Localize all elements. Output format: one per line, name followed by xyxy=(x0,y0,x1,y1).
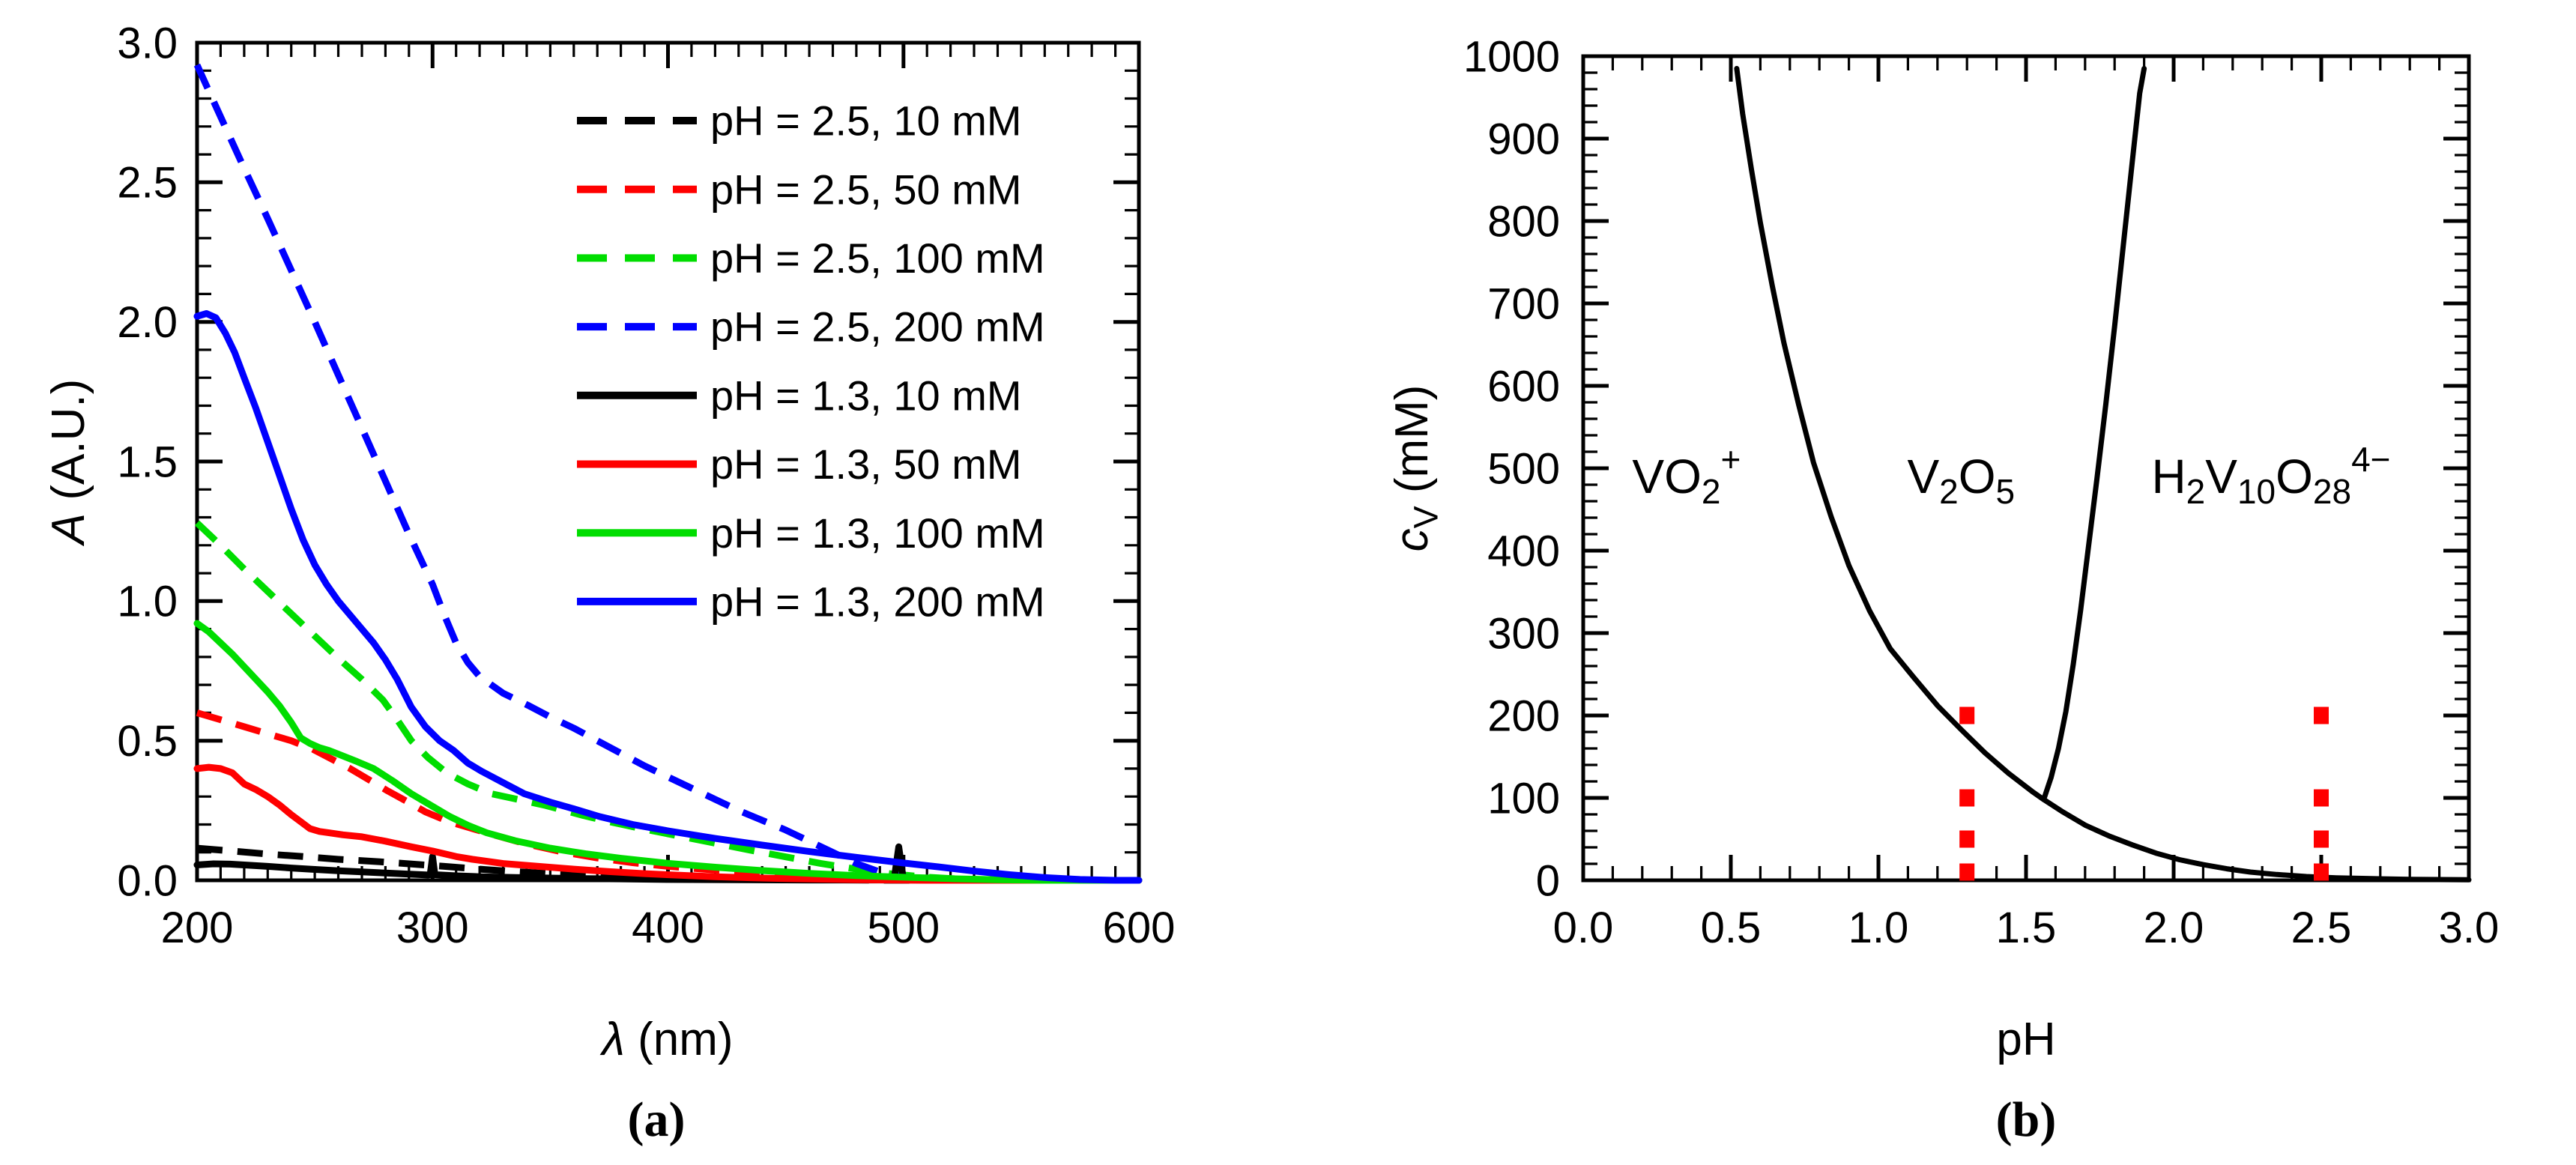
y-tick-label: 2.0 xyxy=(117,298,178,347)
x-tick-label: 0.5 xyxy=(1701,904,1762,952)
curve-ph-2.5-10-mm xyxy=(196,844,1139,884)
panel-a: 200 300 400 500 600 0.0 0.5 1.0 1.5 2.0 2.5 3.0 pH =… xyxy=(43,19,1175,1147)
x-tick-label: 1.0 xyxy=(1848,904,1909,952)
y-tick-label: 800 xyxy=(1487,197,1560,246)
panel-b: 0.0 0.5 1.0 1.5 2.0 2.5 3.0 0 100 200 300 400 500 600… xyxy=(1386,32,2499,1147)
region-label-vo2+: VO2+ xyxy=(1632,440,1741,511)
y-tick-label: 200 xyxy=(1487,692,1560,740)
x-tick-label: 2.0 xyxy=(2144,904,2204,952)
plot-frame-b xyxy=(1581,54,2471,883)
x-tick-label: 2.5 xyxy=(2291,904,2352,952)
legend-label-1: pH = 2.5, 50 mM xyxy=(710,166,1022,213)
legend: pH = 2.5, 10 mM pH = 2.5, 50 mM pH = 2.5, … xyxy=(577,97,1045,626)
y-tick-label: 3.0 xyxy=(117,19,178,67)
y-tick-label: 0.0 xyxy=(117,856,178,905)
y-tick-label: 500 xyxy=(1487,444,1560,493)
legend-label-3: pH = 2.5, 200 mM xyxy=(710,303,1045,351)
x-tick-label: 3.0 xyxy=(2439,904,2500,952)
y-tick-label: 700 xyxy=(1487,279,1560,328)
x-tick-label: 0.0 xyxy=(1553,904,1614,952)
y-tick-label: 1000 xyxy=(1463,32,1560,81)
y-tick-label: 2.5 xyxy=(117,159,178,208)
x-tick-label: 200 xyxy=(161,904,234,952)
sample-marker-ph1.3-10mM xyxy=(1959,863,1975,881)
y-axis-title-b: cV (mM) xyxy=(1386,385,1445,552)
x-tick-label: 300 xyxy=(396,904,469,952)
y-tick-label: 900 xyxy=(1487,115,1560,163)
sample-marker-ph2.5-10mM xyxy=(2314,863,2329,881)
y-tick-label: 1.0 xyxy=(117,578,178,626)
y-tick-label: 100 xyxy=(1487,774,1560,823)
x-tick-label: 500 xyxy=(867,904,940,952)
y-tick-label: 0 xyxy=(1536,856,1560,905)
region-label-v2o5: V2O5 xyxy=(1907,450,2015,511)
curve-boundary-v2o5-h2v10o28 xyxy=(2041,66,2147,802)
sample-marker-ph1.3-50mM xyxy=(1959,830,1975,848)
curve-ph-2.5-100-mm xyxy=(194,520,1139,884)
y-tick-label: 600 xyxy=(1487,362,1560,411)
legend-label-7: pH = 1.3, 200 mM xyxy=(710,578,1045,626)
panel-caption-a: (a) xyxy=(628,1092,686,1147)
y-tick-label: 400 xyxy=(1487,527,1560,575)
legend-label-5: pH = 1.3, 50 mM xyxy=(710,441,1022,488)
x-tick-label: 400 xyxy=(632,904,704,952)
x-tick-label: 1.5 xyxy=(1996,904,2057,952)
sample-marker-ph1.3-100mM xyxy=(1959,789,1975,807)
sample-marker-ph2.5-50mM xyxy=(2314,830,2329,848)
legend-label-6: pH = 1.3, 100 mM xyxy=(710,509,1045,557)
y-axis-title-a: A (A.U.) xyxy=(43,379,94,547)
y-tick-label: 300 xyxy=(1487,609,1560,658)
x-axis-title-b: pH xyxy=(1996,1014,2055,1065)
y-tick-label: 0.5 xyxy=(117,717,178,766)
sample-marker-ph2.5-200mM xyxy=(2314,706,2329,724)
x-axis-title-a: λ (nm) xyxy=(599,1014,733,1065)
x-tick-label: 600 xyxy=(1103,904,1176,952)
sample-marker-ph1.3-200mM xyxy=(1959,706,1975,724)
panel-caption-b: (b) xyxy=(1996,1092,2057,1147)
legend-label-2: pH = 2.5, 100 mM xyxy=(710,234,1045,282)
sample-marker-ph2.5-100mM xyxy=(2314,789,2329,807)
legend-label-4: pH = 1.3, 10 mM xyxy=(710,372,1022,419)
curve-ph-1.3-200-mm xyxy=(193,310,1143,884)
region-label-h2v10o28-4-: H2V10O284− xyxy=(2151,440,2390,511)
y-tick-label: 1.5 xyxy=(117,438,178,486)
curve-ph-1.3-100-mm xyxy=(193,620,1143,884)
curve-ph-1.3-50-mm xyxy=(193,763,1143,884)
legend-label-0: pH = 2.5, 10 mM xyxy=(710,97,1022,145)
curve-boundary-vo2+-v2o5 xyxy=(1734,66,2472,883)
